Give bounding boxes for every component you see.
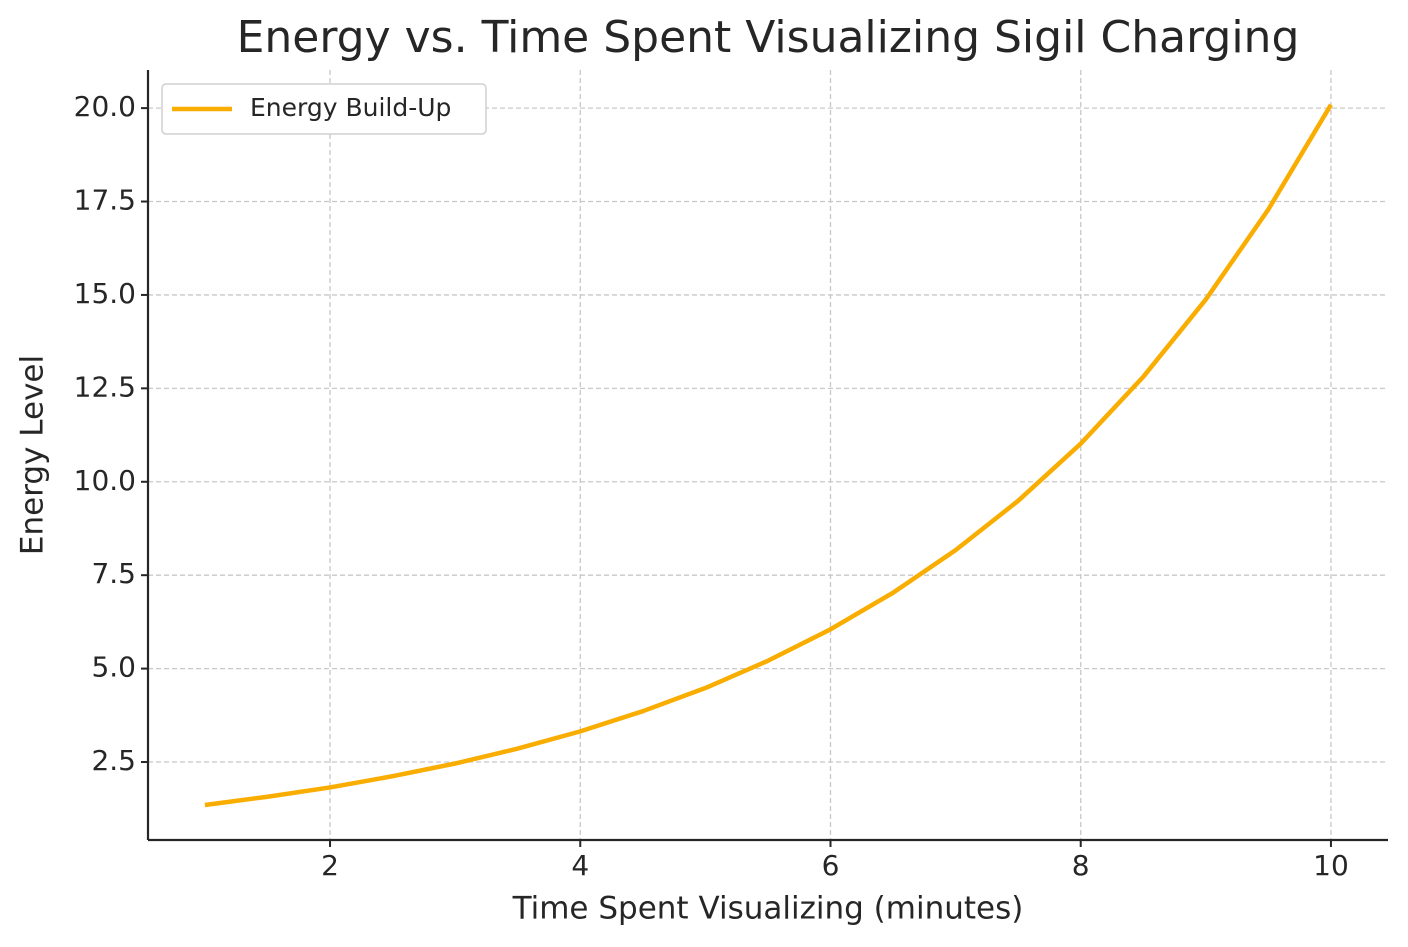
y-tick-label: 10.0	[74, 464, 136, 497]
legend-label: Energy Build-Up	[250, 93, 451, 122]
y-tick-label: 15.0	[74, 277, 136, 310]
y-tick-label: 20.0	[74, 90, 136, 123]
x-axis-label: Time Spent Visualizing (minutes)	[512, 891, 1024, 927]
data-line	[204, 103, 1333, 808]
y-tick-label: 17.5	[74, 184, 136, 217]
y-tick-label: 2.5	[91, 744, 136, 777]
x-tick-label: 10	[1313, 849, 1349, 882]
x-tick-label: 6	[822, 849, 840, 882]
legend-box	[161, 83, 487, 135]
chart-title: Energy vs. Time Spent Visualizing Sigil …	[237, 12, 1300, 63]
x-tick-label: 4	[571, 849, 589, 882]
x-tick-label: 2	[321, 849, 339, 882]
y-tick-label: 5.0	[91, 651, 136, 684]
y-tick-label: 12.5	[74, 370, 136, 403]
legend: Energy Build-Up	[161, 83, 487, 135]
y-tick-label: 7.5	[91, 557, 136, 590]
y-axis-label: Energy Level	[15, 355, 51, 555]
x-tick-label: 8	[1072, 849, 1090, 882]
